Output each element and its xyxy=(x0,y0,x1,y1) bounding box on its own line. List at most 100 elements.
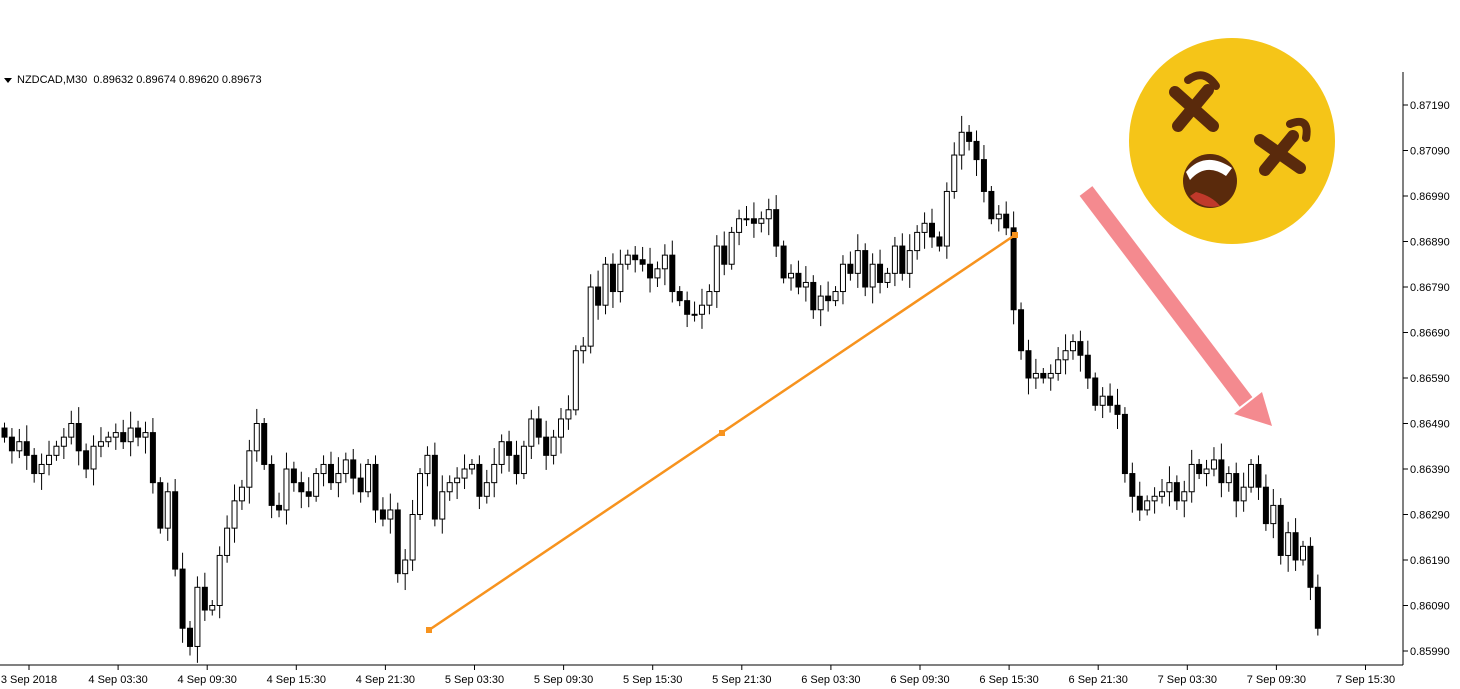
candle-body-bull xyxy=(238,486,245,502)
candle xyxy=(765,198,772,236)
candle xyxy=(491,448,498,498)
candle xyxy=(1092,372,1099,411)
candle-body-bear xyxy=(75,423,82,452)
candle xyxy=(1084,340,1091,389)
candle-body-bull xyxy=(1062,350,1069,361)
candle-body-bull xyxy=(1248,463,1255,488)
candle-body-bear xyxy=(825,295,832,302)
candle-body-bull xyxy=(1225,473,1232,484)
candle xyxy=(580,337,587,364)
symbol-label: NZDCAD,M30 xyxy=(17,74,88,86)
candle-body-bull xyxy=(491,463,498,484)
candle xyxy=(624,249,631,270)
candle-body-bull xyxy=(446,482,453,493)
candle-body-bear xyxy=(1196,463,1203,475)
candle xyxy=(1240,472,1247,512)
dropdown-triangle-icon[interactable] xyxy=(4,77,12,83)
candle xyxy=(305,477,312,508)
time-tick-label: 4 Sep 09:30 xyxy=(178,674,237,686)
candle xyxy=(1270,489,1277,539)
candle-body-bear xyxy=(149,432,156,484)
quote-values: 0.89632 0.89674 0.89620 0.89673 xyxy=(93,74,262,86)
candle xyxy=(498,434,505,474)
candle-body-bull xyxy=(16,441,23,452)
candle xyxy=(832,286,839,307)
candle-body-bull xyxy=(736,218,743,233)
candle xyxy=(1099,387,1106,419)
candle-body-bull xyxy=(409,514,416,561)
candle-body-bear xyxy=(83,450,90,470)
candle-body-bull xyxy=(617,263,624,293)
candle xyxy=(476,455,483,510)
candle-body-bull xyxy=(758,218,765,224)
candle-body-bull xyxy=(246,450,253,488)
candle xyxy=(943,182,950,259)
candle-body-bull xyxy=(283,468,290,511)
candle xyxy=(253,408,260,462)
candle-body-bear xyxy=(899,245,906,274)
candle xyxy=(847,251,854,281)
candle xyxy=(743,206,750,227)
time-tick-label: 6 Sep 21:30 xyxy=(1069,674,1128,686)
candle xyxy=(246,439,253,504)
candle-body-bear xyxy=(431,454,438,520)
candle-body-bull xyxy=(142,432,149,438)
candle xyxy=(572,345,579,416)
candle xyxy=(721,231,728,276)
candle xyxy=(120,419,127,449)
candle xyxy=(632,246,639,273)
candle-body-bull xyxy=(335,473,342,484)
candle xyxy=(350,448,357,495)
candle xyxy=(8,428,15,464)
dizzy-face-icon xyxy=(1129,38,1335,244)
candle-body-bull xyxy=(1144,500,1151,511)
trendline[interactable] xyxy=(426,232,1018,633)
candle-body-bull xyxy=(654,268,661,279)
candle-body-bull xyxy=(706,291,713,306)
candle-body-bull xyxy=(342,459,349,475)
candle xyxy=(1262,474,1269,531)
trendline-mid-handle[interactable] xyxy=(719,430,725,436)
candle xyxy=(313,468,320,502)
candle-body-bear xyxy=(1077,341,1084,356)
candle-body-bull xyxy=(387,509,394,520)
candle xyxy=(654,261,661,287)
candle-body-bear xyxy=(877,263,884,283)
price-tick-label: 0.86090 xyxy=(1410,601,1450,613)
price-tick-label: 0.86690 xyxy=(1410,328,1450,340)
candle-body-bull xyxy=(483,482,490,497)
candle xyxy=(995,205,1002,232)
candle-body-bear xyxy=(1121,413,1128,475)
candles-group xyxy=(1,115,1321,663)
trendline-start-handle[interactable] xyxy=(426,627,432,633)
candle xyxy=(261,418,268,470)
candle-body-bull xyxy=(224,527,231,556)
candle-body-bear xyxy=(750,218,757,224)
candle xyxy=(31,448,38,483)
candle-body-bull xyxy=(1151,495,1158,502)
candle xyxy=(520,440,527,480)
candle xyxy=(1159,479,1166,504)
trendline-end-handle[interactable] xyxy=(1012,232,1018,238)
candle-body-bear xyxy=(157,482,164,529)
price-ticks: 0.87190 0.87090 0.86990 0.86890 0.86790 0.866… xyxy=(1403,100,1450,658)
candle xyxy=(684,291,691,328)
candle-body-bear xyxy=(1255,463,1262,488)
candle-body-bull xyxy=(1240,486,1247,502)
candle xyxy=(728,226,735,270)
candle xyxy=(1233,462,1240,518)
candle xyxy=(506,430,513,472)
candle xyxy=(16,428,23,459)
candle xyxy=(1114,388,1121,429)
candle-body-bear xyxy=(1092,377,1099,406)
candle-body-bull xyxy=(891,245,898,274)
candle xyxy=(558,408,564,454)
candle-body-bear xyxy=(795,272,802,288)
candle xyxy=(1107,383,1114,413)
candle xyxy=(290,461,297,492)
candle xyxy=(454,467,461,500)
candle-body-bear xyxy=(676,291,683,302)
candle xyxy=(839,255,846,305)
candle-body-bear xyxy=(609,263,616,293)
candle xyxy=(238,479,245,510)
